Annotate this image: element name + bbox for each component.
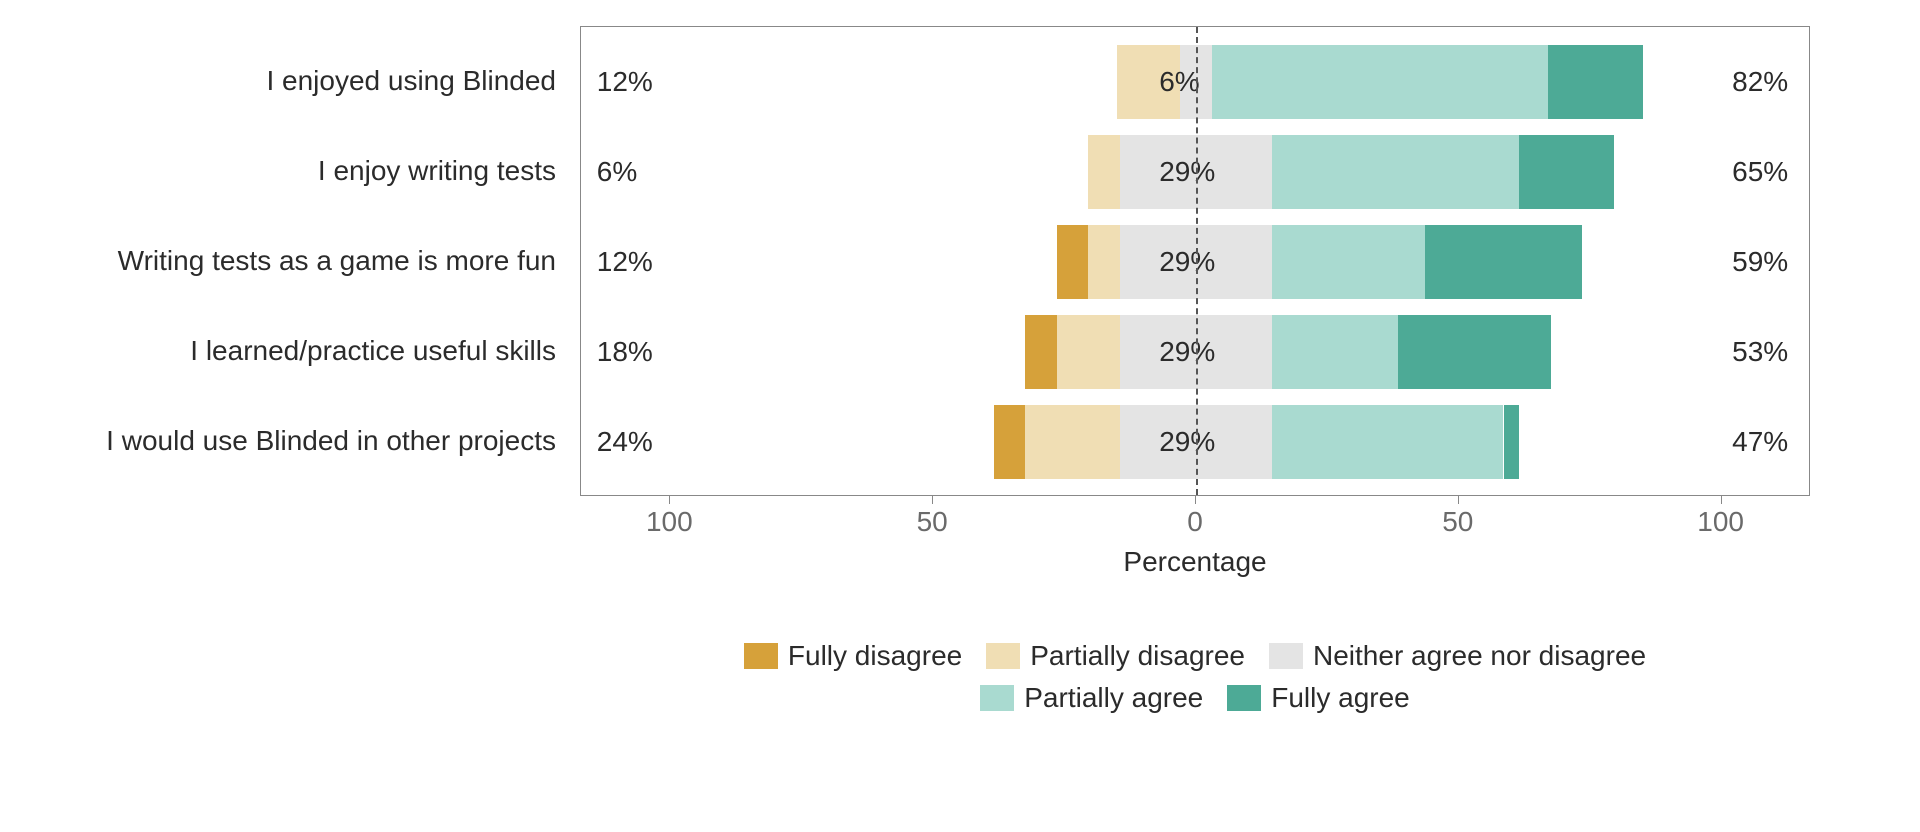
bar-segment-fully_disagree <box>994 405 1026 479</box>
pct-center: 29% <box>1159 246 1215 278</box>
bar-segment-fully_agree <box>1425 225 1583 299</box>
x-tick <box>1458 496 1459 504</box>
legend: Fully disagree Partially disagree Neither … <box>645 640 1745 714</box>
x-tick <box>1195 496 1196 504</box>
pct-left: 12% <box>597 246 653 278</box>
pct-right: 82% <box>1732 66 1788 98</box>
bar-segment-partially_disagree <box>1088 135 1120 209</box>
bar-segment-fully_agree <box>1504 405 1520 479</box>
pct-center: 29% <box>1159 156 1215 188</box>
bar-segment-fully_agree <box>1398 315 1550 389</box>
bar-segment-partially_disagree <box>1025 405 1120 479</box>
row-label: I would use Blinded in other projects <box>0 425 556 457</box>
legend-label: Fully disagree <box>788 640 962 672</box>
pct-left: 24% <box>597 426 653 458</box>
x-tick-label: 0 <box>1187 506 1203 538</box>
legend-item: Partially disagree <box>986 640 1245 672</box>
row-label: I learned/practice useful skills <box>0 335 556 367</box>
legend-label: Partially agree <box>1024 682 1203 714</box>
chart-plot-area: 12% 6% 82% 6% 29% 65% 12% 29% 59% 18% 29% 53% 24% 29%… <box>580 26 1810 496</box>
pct-right: 65% <box>1732 156 1788 188</box>
pct-center: 29% <box>1159 426 1215 458</box>
legend-swatch <box>1269 643 1303 669</box>
legend-label: Partially disagree <box>1030 640 1245 672</box>
bar-segment-partially_agree <box>1212 45 1548 119</box>
x-tick-label: 50 <box>1442 506 1473 538</box>
row-label: Writing tests as a game is more fun <box>0 245 556 277</box>
bar-segment-fully_disagree <box>1025 315 1057 389</box>
legend-item: Fully disagree <box>744 640 962 672</box>
bar-segment-partially_agree <box>1272 225 1424 299</box>
x-tick <box>1721 496 1722 504</box>
legend-swatch <box>744 643 778 669</box>
x-tick-label: 50 <box>917 506 948 538</box>
bar-segment-fully_agree <box>1519 135 1614 209</box>
pct-center: 6% <box>1159 66 1199 98</box>
bar-segment-fully_disagree <box>1057 225 1089 299</box>
bar-segment-partially_disagree <box>1057 315 1120 389</box>
bar-segment-partially_agree <box>1272 135 1519 209</box>
pct-right: 47% <box>1732 426 1788 458</box>
legend-item: Neither agree nor disagree <box>1269 640 1646 672</box>
x-axis-title: Percentage <box>580 546 1810 578</box>
pct-left: 6% <box>597 156 637 188</box>
bar-segment-partially_agree <box>1272 405 1503 479</box>
row-label: I enjoy writing tests <box>0 155 556 187</box>
pct-center: 29% <box>1159 336 1215 368</box>
pct-left: 12% <box>597 66 653 98</box>
bar-segment-partially_agree <box>1272 315 1398 389</box>
legend-swatch <box>986 643 1020 669</box>
legend-item: Partially agree <box>980 682 1203 714</box>
zero-line <box>1196 27 1198 495</box>
x-tick-label: 100 <box>646 506 693 538</box>
row-label: I enjoyed using Blinded <box>0 65 556 97</box>
legend-label: Neither agree nor disagree <box>1313 640 1646 672</box>
legend-label: Fully agree <box>1271 682 1410 714</box>
legend-swatch <box>980 685 1014 711</box>
legend-item: Fully agree <box>1227 682 1410 714</box>
x-tick-label: 100 <box>1697 506 1744 538</box>
pct-right: 53% <box>1732 336 1788 368</box>
x-tick <box>669 496 670 504</box>
x-tick <box>932 496 933 504</box>
bar-segment-partially_disagree <box>1088 225 1120 299</box>
legend-swatch <box>1227 685 1261 711</box>
pct-left: 18% <box>597 336 653 368</box>
pct-right: 59% <box>1732 246 1788 278</box>
bar-segment-fully_agree <box>1548 45 1643 119</box>
